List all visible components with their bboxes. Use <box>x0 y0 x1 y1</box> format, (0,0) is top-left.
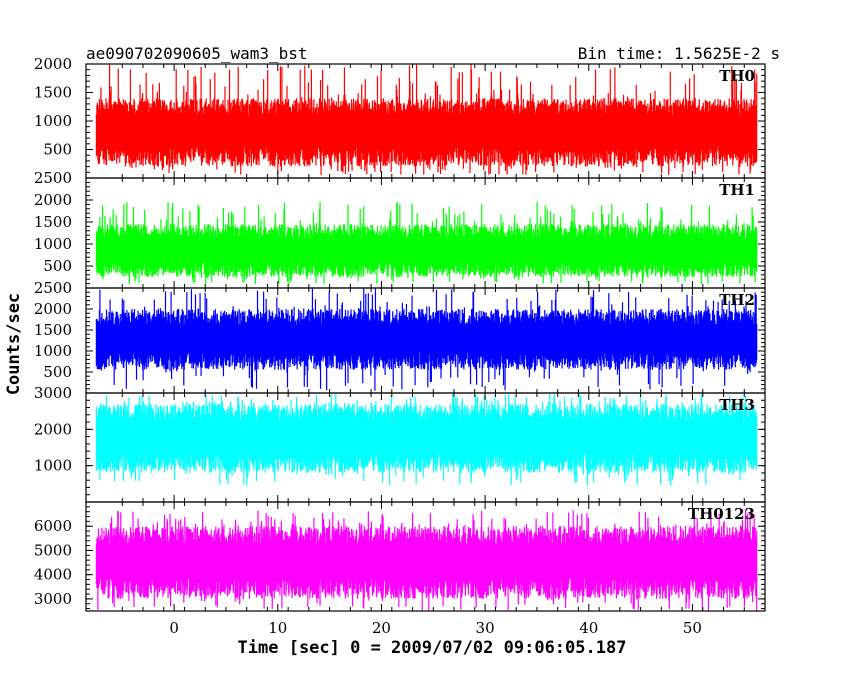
y-tick-label: 500 <box>43 141 72 159</box>
y-tick-label: 2000 <box>34 55 72 73</box>
y-tick-label: 2000 <box>34 300 72 318</box>
y-tick-label: 1500 <box>34 321 72 339</box>
panel-label: TH3 <box>719 396 755 414</box>
panel-th3: 1000 2000 3000 TH3 <box>34 384 766 503</box>
x-tick-label: 30 <box>476 619 495 637</box>
y-tick-label: 2500 <box>34 169 72 187</box>
x-tick-label: 10 <box>268 619 287 637</box>
panel-th0: 500 1000 1500 2000 TH0 <box>34 55 766 179</box>
series-th3 <box>95 393 758 486</box>
y-tick-label: 1000 <box>34 112 72 130</box>
panel-th0123: 3000 4000 5000 6000 TH0123 <box>34 501 766 612</box>
y-tick-label: 500 <box>43 257 72 275</box>
y-tick-label: 2500 <box>34 279 72 297</box>
y-tick-label: 3000 <box>34 590 72 608</box>
x-tick-label: 0 <box>169 619 179 637</box>
x-tick-label: 40 <box>579 619 598 637</box>
bin-time-label: Bin time: 1.5625E-2 s <box>577 44 780 63</box>
y-tick-label: 6000 <box>34 517 72 535</box>
chart-title: ae090702090605_wam3_bst <box>86 44 308 63</box>
y-tick-label: 3000 <box>34 384 72 402</box>
y-tick-label: 4000 <box>34 566 72 584</box>
series-th0123 <box>95 509 758 611</box>
panel-label: TH1 <box>719 181 755 199</box>
y-tick-label: 5000 <box>34 541 72 559</box>
y-tick-label: 1000 <box>34 457 72 475</box>
y-tick-label: 1500 <box>34 84 72 102</box>
y-axis-label: Counts/sec <box>4 292 24 396</box>
series-th0 <box>95 64 758 176</box>
series-th2 <box>95 288 758 391</box>
panel-label: TH0 <box>719 67 755 85</box>
y-tick-label: 1500 <box>34 213 72 231</box>
y-tick-label: 500 <box>43 363 72 381</box>
series-th1 <box>95 201 758 285</box>
panel-frame <box>85 501 766 612</box>
y-tick-label: 1000 <box>34 235 72 253</box>
x-axis-label: Time [sec] 0 = 2009/07/02 09:06:05.187 <box>237 638 627 658</box>
y-tick-label: 2000 <box>34 191 72 209</box>
panel-th1: 500 1000 1500 2000 2500 TH1 <box>34 169 766 289</box>
panel-th2: 500 1000 1500 2000 2500 TH2 <box>34 279 766 394</box>
panel-label: TH0123 <box>688 505 755 523</box>
y-tick-label: 1000 <box>34 342 72 360</box>
y-tick-label: 2000 <box>34 420 72 438</box>
panel-label: TH2 <box>719 291 755 309</box>
x-tick-label: 50 <box>683 619 702 637</box>
x-tick-label: 20 <box>372 619 391 637</box>
